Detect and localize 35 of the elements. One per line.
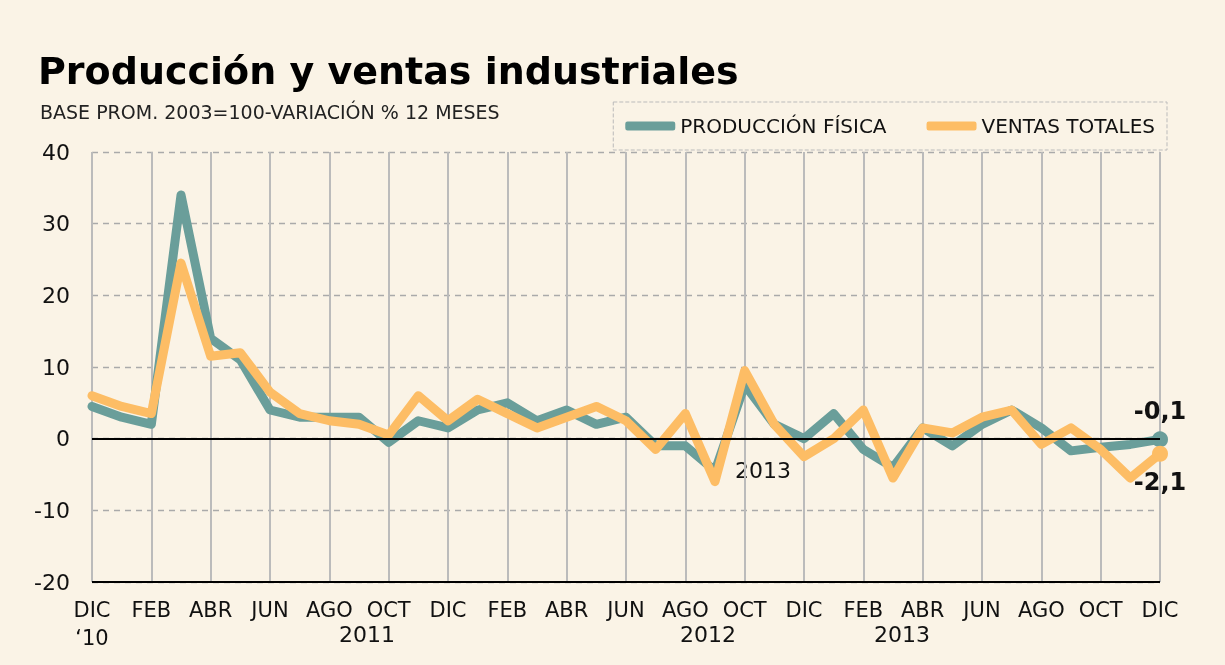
y-tick-label: -10 xyxy=(34,497,70,523)
x-tick-label: FEB xyxy=(487,598,528,622)
x-tick-label: AGO xyxy=(1017,598,1065,622)
data-label: -0,1 xyxy=(1133,397,1187,426)
x-tick-label: ABR xyxy=(900,598,945,622)
x-tick-label: DIC ‘10 xyxy=(73,598,111,650)
x-tick-label: DIC xyxy=(1141,598,1179,622)
y-tick-label: 20 xyxy=(42,282,70,308)
text: 2013 xyxy=(874,621,930,647)
x-tick-label: FEB xyxy=(843,598,884,622)
y-tick-label: 0 xyxy=(56,426,70,452)
y-tick-label: 40 xyxy=(42,139,70,165)
x-tick-label: OCT xyxy=(1078,598,1123,622)
x-tick-label: ABR xyxy=(188,598,233,622)
x-tick-label: FEB xyxy=(131,598,172,622)
data-label: -2,1 xyxy=(1133,467,1187,496)
chart-title: Producción y ventas industriales xyxy=(38,49,739,93)
x-tick-label: JUN xyxy=(249,598,289,622)
x-tick-label: ABR xyxy=(544,598,589,622)
y-tick-label: 30 xyxy=(42,211,70,237)
x-tick-label: OCT xyxy=(366,598,411,622)
legend-label: PRODUCCIÓN FÍSICA xyxy=(680,114,887,138)
x-tick-label: DIC xyxy=(785,598,823,622)
x-tick-label: AGO xyxy=(661,598,709,622)
legend-label: VENTAS TOTALES xyxy=(981,114,1156,138)
x-tick-label: DIC xyxy=(429,598,467,622)
x-tick-label: OCT xyxy=(722,598,767,622)
y-tick-label: 10 xyxy=(42,354,70,380)
x-tick-label: JUN xyxy=(605,598,645,622)
x-tick-label: AGO xyxy=(305,598,353,622)
text: 2011 xyxy=(339,621,395,647)
text: 2012 xyxy=(680,621,736,647)
x-tick-label: JUN xyxy=(961,598,1001,622)
y-tick-label: -20 xyxy=(34,569,70,595)
chart-subtitle: BASE PROM. 2003=100-VARIACIÓN % 12 MESES xyxy=(40,99,500,123)
